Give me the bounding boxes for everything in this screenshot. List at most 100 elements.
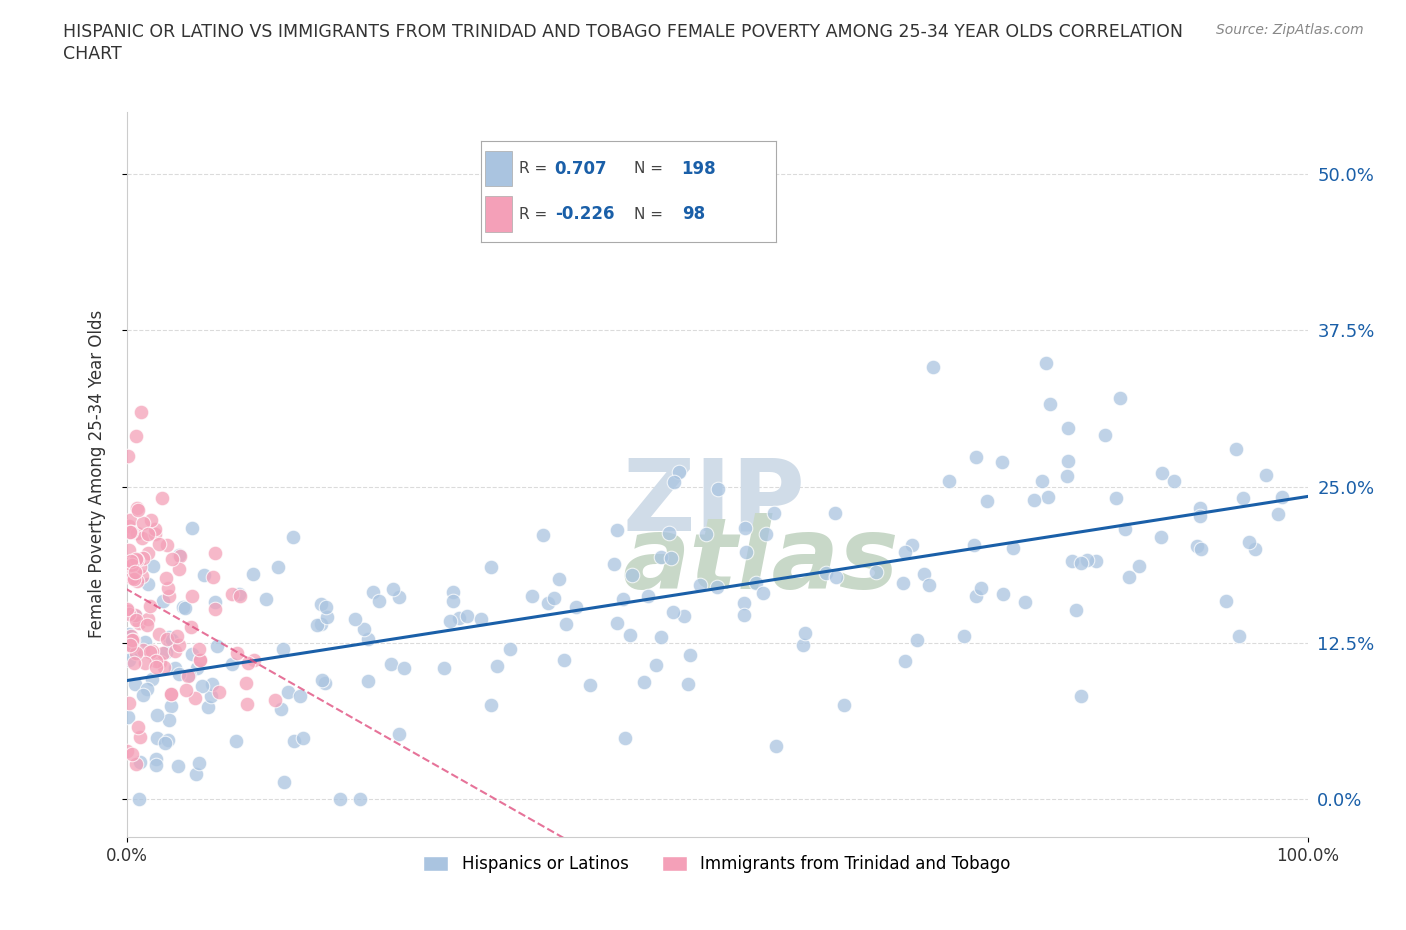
Point: [141, 644, 163, 658]
Point: [201, 677, 224, 692]
Point: [118, 558, 141, 573]
Point: [146, 731, 169, 746]
Point: [134, 656, 156, 671]
Point: [125, 613, 148, 628]
Point: [187, 756, 209, 771]
Point: [367, 593, 389, 608]
Point: [706, 580, 728, 595]
Point: [441, 584, 464, 599]
Point: [439, 613, 461, 628]
Point: [264, 693, 287, 708]
Point: [1056, 421, 1078, 436]
Point: [357, 674, 380, 689]
Point: [1215, 593, 1237, 608]
Point: [763, 506, 786, 521]
Point: [553, 653, 575, 668]
Point: [200, 689, 222, 704]
Point: [118, 606, 141, 621]
Point: [157, 589, 180, 604]
Point: [117, 604, 139, 618]
Point: [733, 607, 755, 622]
Point: [127, 644, 149, 659]
Point: [149, 654, 172, 669]
Point: [380, 657, 402, 671]
Text: HISPANIC OR LATINO VS IMMIGRANTS FROM TRINIDAD AND TOBAGO FEMALE POVERTY AMONG 2: HISPANIC OR LATINO VS IMMIGRANTS FROM TR…: [63, 23, 1184, 41]
Point: [922, 360, 945, 375]
Point: [139, 512, 162, 527]
Point: [394, 660, 416, 675]
Point: [658, 525, 681, 540]
Point: [290, 688, 312, 703]
Point: [644, 658, 666, 672]
Point: [281, 529, 304, 544]
Point: [486, 658, 509, 673]
Point: [125, 573, 148, 588]
Point: [603, 557, 626, 572]
Point: [115, 602, 138, 617]
Text: atlas: atlas: [623, 512, 898, 610]
Point: [382, 582, 405, 597]
Point: [533, 527, 555, 542]
Point: [125, 429, 148, 444]
Point: [122, 645, 145, 660]
Point: [152, 593, 174, 608]
Point: [143, 527, 166, 542]
Point: [136, 527, 159, 542]
Point: [118, 696, 141, 711]
Point: [673, 609, 696, 624]
Point: [184, 766, 207, 781]
Point: [537, 595, 560, 610]
Point: [273, 775, 295, 790]
Point: [115, 744, 138, 759]
Point: [125, 609, 148, 624]
Point: [1227, 629, 1250, 644]
Text: CHART: CHART: [63, 45, 122, 62]
Point: [169, 667, 191, 682]
Point: [1150, 529, 1173, 544]
Point: [311, 672, 333, 687]
Point: [118, 605, 141, 620]
Point: [139, 598, 162, 613]
Point: [353, 621, 375, 636]
Point: [138, 644, 160, 659]
Point: [120, 629, 142, 644]
Point: [679, 647, 702, 662]
Point: [314, 676, 336, 691]
Point: [976, 494, 998, 509]
Point: [751, 585, 773, 600]
Point: [117, 710, 139, 724]
Point: [129, 730, 152, 745]
Point: [221, 657, 243, 671]
Point: [1232, 491, 1254, 506]
Point: [163, 660, 186, 675]
Point: [166, 629, 188, 644]
Point: [124, 565, 146, 579]
Point: [363, 585, 385, 600]
Point: [145, 758, 167, 773]
Point: [155, 644, 177, 659]
Point: [794, 626, 817, 641]
Point: [744, 576, 766, 591]
Point: [131, 568, 153, 583]
Point: [150, 491, 173, 506]
Point: [938, 473, 960, 488]
Point: [156, 581, 179, 596]
Point: [204, 545, 226, 560]
Point: [193, 567, 215, 582]
Point: [329, 792, 352, 807]
Point: [190, 679, 212, 694]
Point: [1163, 473, 1185, 488]
Point: [1189, 501, 1212, 516]
Point: [159, 636, 181, 651]
Point: [160, 632, 183, 647]
Point: [1109, 391, 1132, 405]
Point: [543, 591, 565, 605]
Point: [121, 558, 143, 573]
Point: [118, 627, 141, 642]
Point: [131, 530, 153, 545]
Point: [650, 630, 672, 644]
Point: [205, 638, 228, 653]
Point: [315, 610, 337, 625]
Point: [901, 538, 924, 552]
Point: [815, 565, 838, 580]
